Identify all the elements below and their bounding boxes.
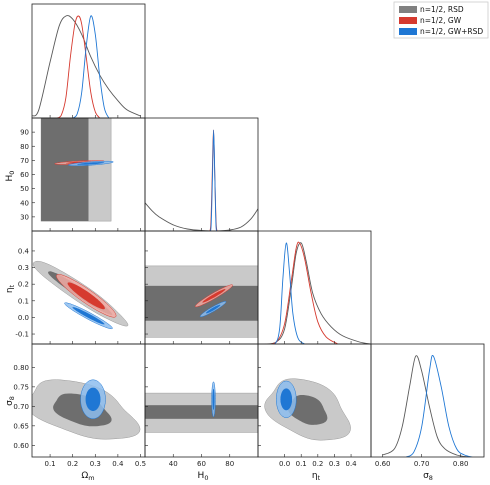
marginal-group-s8-gwrsd [405,355,473,457]
xtick-label-eta: 0.4 [345,460,357,468]
panel-frame-3-3 [370,343,485,458]
panel-3-0 [32,379,141,440]
marginal-om-gw [56,15,101,118]
marginal-group-h0-rsd [145,202,258,231]
contour-om-eta-gw-inner [67,282,105,310]
marginal-group-s8-rsd [382,355,469,457]
marginal-eta-gwrsd [264,242,305,344]
marginal-group-om-rsd [32,15,141,117]
ylabel-h0: H0 [5,171,16,182]
marginal-eta-rsd [264,242,371,344]
marginal-s8-gwrsd [405,355,473,457]
ytick-label-eta: 0.3 [18,264,29,272]
ylabel-sigma-8: σ8 [5,396,16,406]
xlabel-h0: H0 [198,471,209,482]
legend-swatch-gw-rsd [399,28,417,35]
contour-om-h0-rsd-inner [41,118,89,222]
xtick-label-h0: 40 [169,460,178,468]
marginal-group-eta-gwrsd [264,242,305,344]
contour-om-eta-gwrsd-inner [72,307,105,325]
contour-om-s8-gwrsd-inner [85,387,101,411]
marginal-s8-rsd [382,355,469,457]
marginal-group-om-gwrsd [72,15,110,118]
xtick-label-h0: 60 [197,460,206,468]
xtick-label-om: 0.3 [90,460,101,468]
ytick-label-h0: 80 [20,143,29,151]
panel-frame-1-1 [144,117,259,232]
ytick-label-s8: 0.60 [13,442,29,450]
legend-swatch-gw [399,17,417,24]
panel-3-1 [145,381,258,433]
legend-swatch-rsd [399,6,417,13]
contour-eta-s8-gwrsd-inner [280,388,293,411]
marginal-om-gwrsd [72,15,110,118]
legend-label-rsd: n=1/2, RSD [420,5,464,14]
xlabel-omega-m: Ωm [81,471,94,482]
ytick-label-h0: 40 [20,199,29,207]
panel-2-1 [145,265,258,338]
legend-label-gw-rsd: n=1/2, GW+RSD [420,27,483,36]
marginal-om-rsd [32,15,141,117]
ytick-label-h0: 70 [20,157,29,165]
contour-h0-s8-gwrsd-inner [212,388,215,410]
contour-layer [32,118,351,441]
xtick-label-eta: 0.2 [312,460,323,468]
xtick-label-eta: 0.3 [329,460,340,468]
panel-frame-0-0 [31,3,146,119]
contour-h0-eta-gwrsd-inner [205,304,221,314]
marginal-group-eta-gw [264,241,339,344]
marginal-eta-gw [264,241,339,344]
ytick-label-s8: 0.80 [13,364,29,372]
ylabel-eta-t: ηt [5,284,16,293]
xtick-label-s8: 0.60 [375,460,391,468]
xtick-label-om: 0.5 [135,460,146,468]
ytick-label-s8: 0.65 [13,422,29,430]
xtick-label-om: 0.4 [112,460,124,468]
ytick-label-h0: 90 [20,129,29,137]
marginal-h0-rsd [145,202,258,231]
legend-label-gw: n=1/2, GW [420,16,462,25]
ytick-label-h0: 30 [20,213,29,221]
marginal-group-om-gw [56,15,101,118]
legend: n=1/2, RSD n=1/2, GW n=1/2, GW+RSD [393,1,489,39]
xlabel-sigma-8: σ8 [423,471,433,482]
marginal-group-h0-gwrsd [208,129,219,231]
panel-1-0 [40,118,114,222]
contour-h0-s8-rsd-inner [145,405,258,419]
ytick-label-s8: 0.75 [13,383,29,391]
ytick-label-eta: 0.4 [18,247,30,255]
panel-3-2 [264,378,351,441]
ytick-label-h0: 60 [20,171,29,179]
ytick-label-eta: 0.0 [18,314,29,322]
xtick-label-om: 0.2 [67,460,78,468]
panel-frame-2-0 [31,230,146,345]
ytick-label-eta: -0.1 [15,331,29,339]
ytick-label-s8: 0.70 [13,403,29,411]
marginal-layer [32,15,473,457]
xtick-label-eta: 0.0 [279,460,290,468]
marginal-group-eta-rsd [264,242,371,344]
panel-frame-2-2 [257,230,372,345]
marginal-h0-gwrsd [208,129,219,231]
contour-eta-s8-rsd-inner [288,395,328,425]
xtick-label-h0: 80 [225,460,234,468]
ytick-label-eta: 0.1 [18,297,29,305]
ytick-label-h0: 50 [20,185,29,193]
xtick-label-om: 0.1 [45,460,56,468]
xlabel-eta-t: ηt [312,471,321,482]
xtick-label-s8: 0.70 [414,460,430,468]
xtick-label-s8: 0.80 [453,460,469,468]
xtick-label-eta: 0.1 [296,460,307,468]
contour-h0-eta-gw-inner [202,289,226,303]
contour-om-h0-gwrsd-inner [77,162,105,165]
ytick-label-eta: 0.2 [18,281,29,289]
panel-2-0 [32,260,129,330]
tick-layer: 0.1 0.2 0.3 0.4 0.5 40 60 80 0.0 0.1 0.2 0.3 0.4 0.60… [13,115,468,468]
